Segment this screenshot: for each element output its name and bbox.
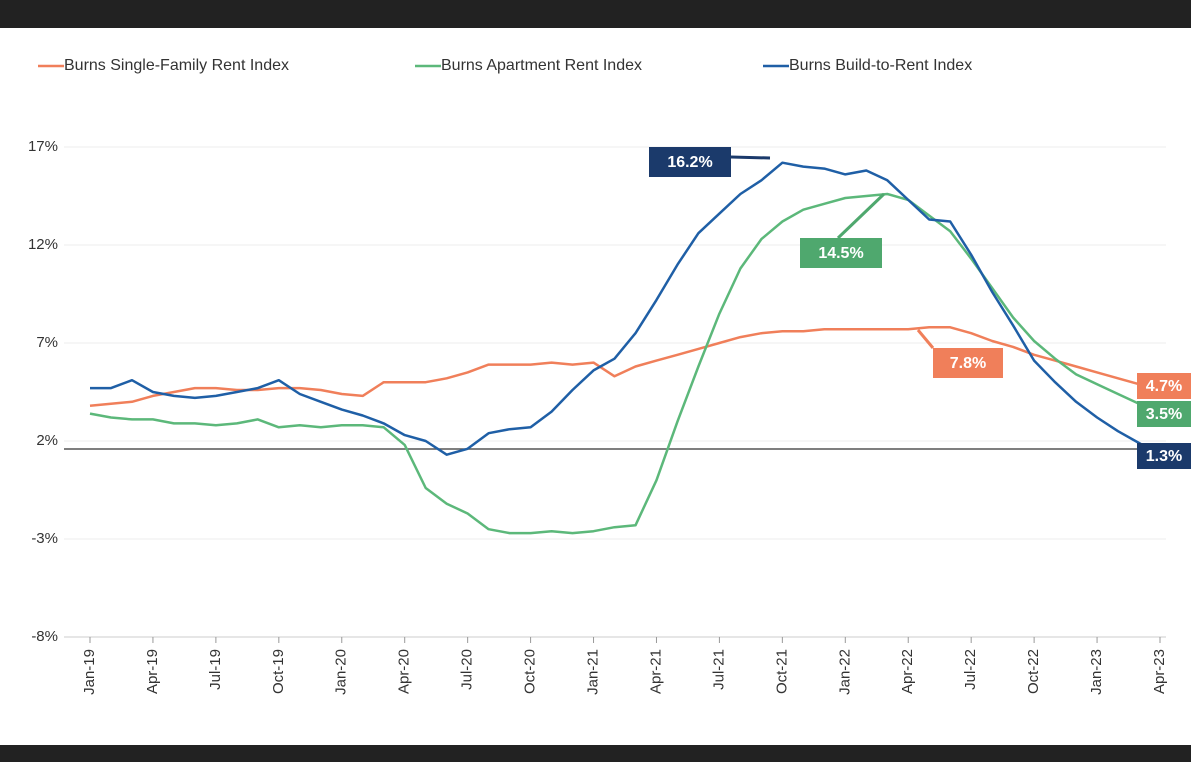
annotation-label: 7.8% <box>950 355 986 372</box>
x-tick-label: Oct-19 <box>270 649 287 694</box>
annotation-label: 1.3% <box>1146 448 1182 465</box>
x-tick-label: Jul-20 <box>459 649 476 690</box>
x-tick-label: Jan-20 <box>333 649 350 695</box>
legend-label: Burns Apartment Rent Index <box>441 57 642 74</box>
annotation-box <box>933 348 1003 378</box>
annotation-arrow <box>730 155 771 160</box>
legend: Burns Single-Family Rent Index Burns Apar… <box>38 57 972 74</box>
annotation-label: 3.5% <box>1146 406 1182 423</box>
y-tick-label: 12% <box>28 236 58 253</box>
series-line <box>89 326 1161 407</box>
x-tick-label: Jul-19 <box>207 649 224 690</box>
legend-label: Burns Build-to-Rent Index <box>789 57 972 74</box>
annotation-box <box>800 238 882 268</box>
x-tick-label: Apr-21 <box>647 649 664 694</box>
x-tick-label: Jan-21 <box>584 649 601 695</box>
x-tick-label: Apr-23 <box>1151 649 1168 694</box>
series-line <box>90 161 1161 456</box>
y-tick-label: 7% <box>36 334 58 351</box>
annotation-arrow <box>836 192 886 240</box>
x-tick-label: Jan-19 <box>81 649 98 695</box>
annotation-label: 16.2% <box>667 154 712 171</box>
x-tick-label: Oct-22 <box>1025 649 1042 694</box>
x-tick-label: Apr-20 <box>396 649 413 694</box>
x-tick-label: Apr-19 <box>144 649 161 694</box>
y-tick-label: -3% <box>31 530 58 547</box>
annotation-arrow <box>916 329 935 349</box>
annotation-label: 4.7% <box>1146 378 1182 395</box>
y-tick-label: 17% <box>28 138 58 155</box>
x-tick-label: Oct-20 <box>522 649 539 694</box>
annotation-box <box>649 147 731 177</box>
bottom-bar <box>0 745 1191 762</box>
x-tick-label: Oct-21 <box>773 649 790 694</box>
x-tick-label: Jan-22 <box>836 649 853 695</box>
annotation-box <box>1137 443 1191 469</box>
x-tick-label: Jul-22 <box>962 649 979 690</box>
annotation-box <box>1137 401 1191 427</box>
annotation-box <box>1137 373 1191 399</box>
x-tick-label: Jul-21 <box>710 649 727 690</box>
x-tick-label: Jan-23 <box>1088 649 1105 695</box>
y-tick-label: -8% <box>31 628 58 645</box>
legend-label: Burns Single-Family Rent Index <box>64 57 289 74</box>
annotation-label: 14.5% <box>818 245 863 262</box>
x-tick-label: Apr-22 <box>899 649 916 694</box>
y-tick-label: 2% <box>36 432 58 449</box>
top-bar <box>0 0 1191 28</box>
